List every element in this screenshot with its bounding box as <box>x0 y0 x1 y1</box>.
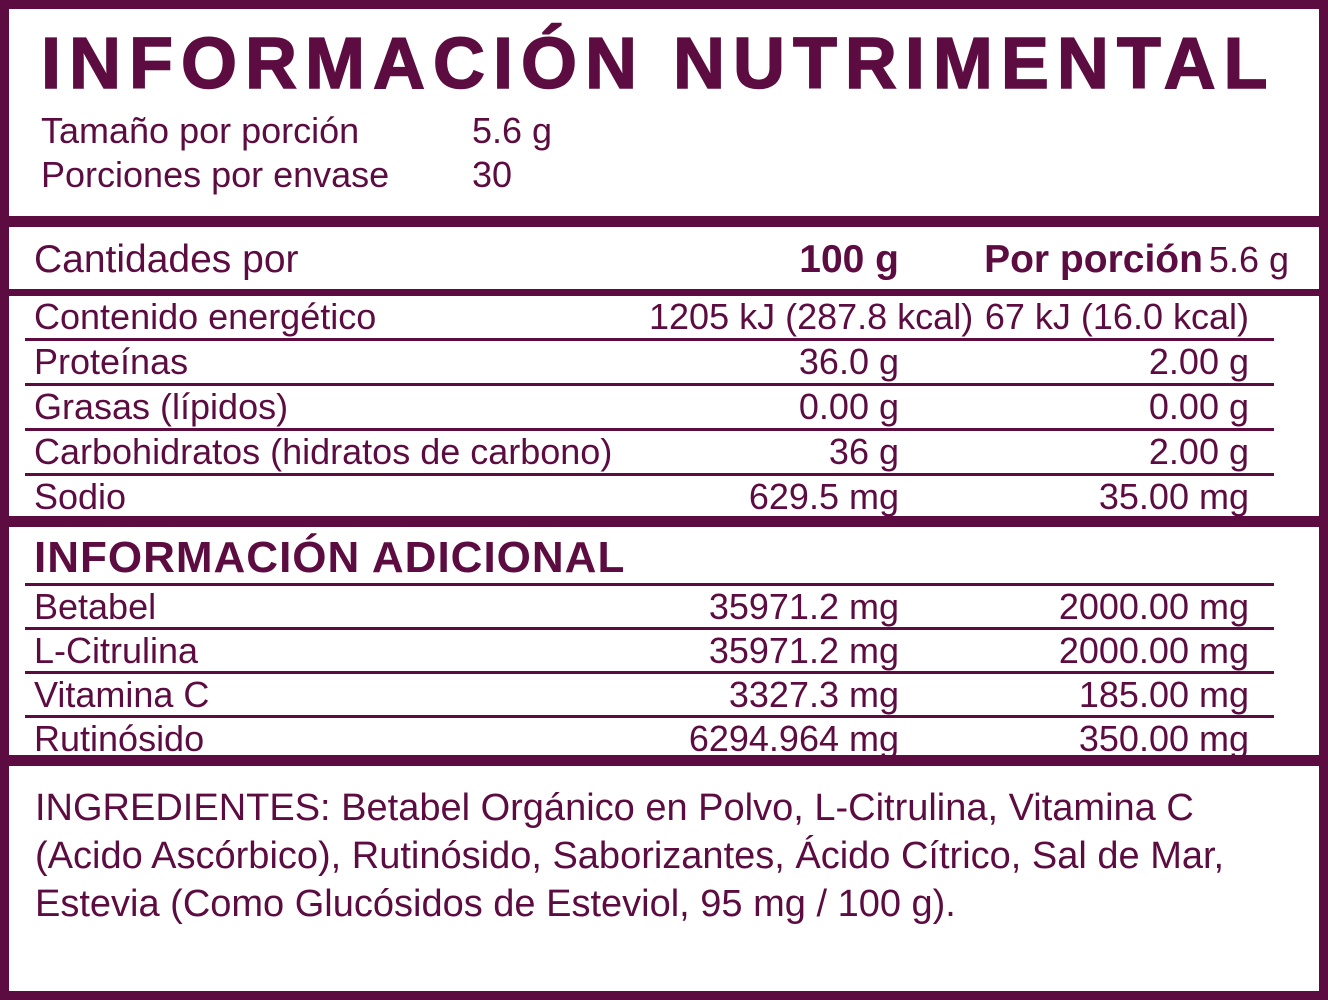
row-divider <box>25 428 1274 431</box>
col-serving-header: Por porción 5.6 g <box>899 238 1319 282</box>
row-divider <box>25 338 1274 341</box>
value-per-100g: 0.00 g <box>798 386 899 427</box>
ingredient-name: L-Citrulina <box>34 630 199 671</box>
col-100g-header: 100 g <box>799 238 899 281</box>
additional-row-vitamin-c: Vitamina C 3327.3 mg 185.00 mg <box>9 674 1319 715</box>
table-header-row: Cantidades por 100 g Por porción 5.6 g <box>9 237 1319 283</box>
serving-size-value: 5.6 g <box>472 109 553 151</box>
value-per-100g: 629.5 mg <box>748 476 899 516</box>
serving-info: Tamaño por porción 5.6 g Porciones por e… <box>41 109 1295 197</box>
servings-per-container-row: Porciones por envase 30 <box>41 153 1295 197</box>
header-panel: INFORMACIÓN NUTRIMENTAL Tamaño por porci… <box>9 9 1319 216</box>
ingredients-panel: INGREDIENTES: Betabel Orgánico en Polvo,… <box>9 766 1319 991</box>
row-divider <box>25 473 1274 476</box>
nutrient-row-protein: Proteínas 36.0 g 2.00 g <box>9 341 1319 383</box>
ingredients-line: INGREDIENTES: Betabel Orgánico en Polvo,… <box>35 787 1194 829</box>
nutrient-row-carbs: Carbohidratos (hidratos de carbono) 36 g… <box>9 431 1319 473</box>
value-per-serving: 67 kJ (16.0 kcal) <box>984 296 1249 337</box>
serving-size-label: Tamaño por porción <box>41 109 360 151</box>
additional-info-title: INFORMACIÓN ADICIONAL <box>34 533 626 582</box>
value-per-100g: 1205 kJ (287.8 kcal) <box>649 296 974 337</box>
servings-per-container-value: 30 <box>472 153 513 195</box>
nutrient-name: Sodio <box>34 476 127 516</box>
nutrition-table-panel: Cantidades por 100 g Por porción 5.6 g Co… <box>9 227 1319 516</box>
row-divider <box>25 627 1274 630</box>
row-divider <box>25 671 1274 674</box>
servings-per-container-label: Porciones por envase <box>41 153 390 195</box>
value-per-serving: 2000.00 mg <box>1058 586 1249 627</box>
ingredients-line: (Acido Ascórbico), Rutinósido, Saborizan… <box>35 835 1225 877</box>
value-per-serving: 185.00 mg <box>1078 674 1249 715</box>
nutrient-row-fat: Grasas (lípidos) 0.00 g 0.00 g <box>9 386 1319 428</box>
col-serving-header-size: 5.6 g <box>1208 239 1289 280</box>
value-per-serving: 0.00 g <box>1148 386 1249 427</box>
value-per-100g: 35971.2 mg <box>708 630 899 671</box>
nutrient-row-energy: Contenido energético 1205 kJ (287.8 kcal… <box>9 296 1319 338</box>
ingredient-name: Betabel <box>34 586 157 627</box>
ingredient-name: Vitamina C <box>34 674 210 715</box>
ingredient-name: Rutinósido <box>34 718 205 755</box>
additional-row-citrulline: L-Citrulina 35971.2 mg 2000.00 mg <box>9 630 1319 671</box>
nutrient-row-sodium: Sodio 629.5 mg 35.00 mg <box>9 476 1319 516</box>
label-title: INFORMACIÓN NUTRIMENTAL <box>40 24 1276 104</box>
value-per-100g: 6294.964 mg <box>688 718 899 755</box>
value-per-serving: 35.00 mg <box>1098 476 1249 516</box>
value-per-100g: 36 g <box>828 431 899 472</box>
value-per-serving: 2.00 g <box>1148 431 1249 472</box>
value-per-100g: 36.0 g <box>798 341 899 382</box>
nutrient-name: Contenido energético <box>34 296 377 337</box>
value-per-100g: 3327.3 mg <box>728 674 899 715</box>
value-per-serving: 350.00 mg <box>1078 718 1249 755</box>
heading-divider <box>25 583 1274 586</box>
value-per-serving: 2.00 g <box>1148 341 1249 382</box>
value-per-serving: 2000.00 mg <box>1058 630 1249 671</box>
additional-info-panel: INFORMACIÓN ADICIONAL Betabel 35971.2 mg… <box>9 527 1319 755</box>
value-per-100g: 35971.2 mg <box>708 586 899 627</box>
additional-row-beet: Betabel 35971.2 mg 2000.00 mg <box>9 586 1319 627</box>
nutrient-name: Carbohidratos (hidratos de carbono) <box>34 431 613 472</box>
amounts-per-label: Cantidades por <box>34 238 299 281</box>
nutrient-name: Proteínas <box>34 341 189 382</box>
additional-row-rutinoside: Rutinósido 6294.964 mg 350.00 mg <box>9 718 1319 755</box>
row-divider <box>25 715 1274 718</box>
nutrient-name: Grasas (lípidos) <box>34 386 289 427</box>
serving-size-row: Tamaño por porción 5.6 g <box>41 109 1295 153</box>
row-divider <box>25 383 1274 386</box>
ingredients-line: Estevia (Como Glucósidos de Esteviol, 95… <box>35 883 956 925</box>
table-header-divider <box>9 289 1319 296</box>
col-serving-header-label: Por porción <box>984 238 1203 281</box>
